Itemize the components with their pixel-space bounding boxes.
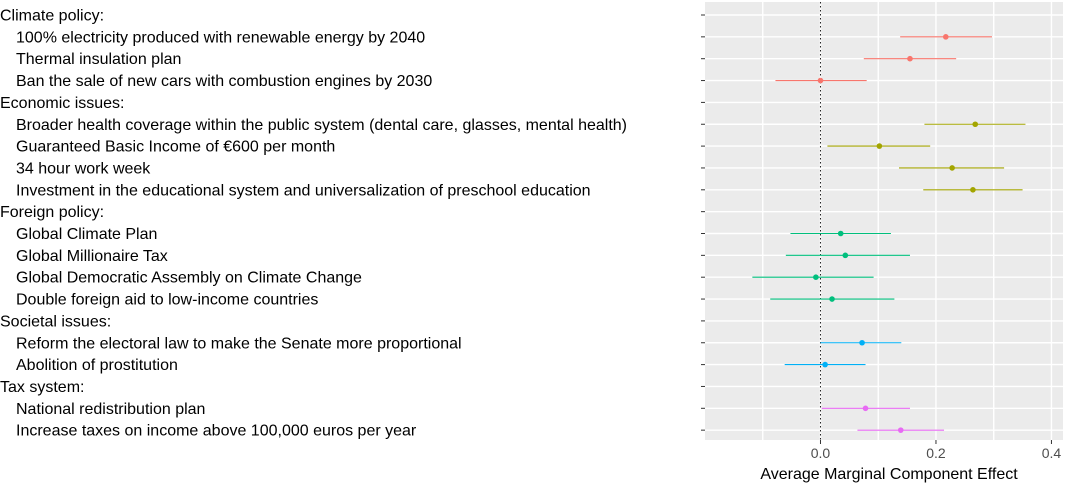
estimate-point	[829, 296, 835, 302]
attribute-label: Double foreign aid to low-income countri…	[16, 292, 318, 309]
estimate-point	[813, 274, 819, 281]
attribute-label: Investment in the educational system and…	[16, 182, 591, 199]
estimate-point	[817, 77, 824, 84]
group-header-label: Tax system:	[0, 379, 84, 396]
plot-panel	[705, 2, 1063, 440]
group-header-label: Economic issues:	[0, 95, 125, 112]
attribute-label: Thermal insulation plan	[16, 51, 181, 68]
estimate-point	[972, 121, 979, 128]
estimate-point	[897, 427, 904, 433]
group-header-label: Foreign policy:	[0, 204, 104, 221]
estimate-marks	[752, 34, 1026, 433]
attribute-label: Reform the electoral law to make the Sen…	[16, 335, 462, 352]
group-header-label: Societal issues:	[0, 313, 111, 330]
estimate-point	[942, 34, 949, 40]
row-labels: Climate policy: 100% electricity produced…	[0, 8, 627, 440]
x-tick-label: 0.0	[811, 445, 831, 461]
estimate-point	[949, 165, 955, 171]
axis-ticks: 0.0 0.2 0.4	[701, 14, 1062, 461]
estimate-point	[907, 55, 913, 62]
x-tick-label: 0.2	[926, 445, 946, 461]
attribute-label: 34 hour work week	[16, 160, 151, 177]
attribute-label: Global Climate Plan	[16, 226, 157, 243]
attribute-label: Guaranteed Basic Income of €600 per mont…	[16, 139, 335, 156]
attribute-label: Abolition of prostitution	[16, 357, 178, 374]
attribute-label: Increase taxes on income above 100,000 e…	[16, 423, 417, 440]
estimate-point	[859, 339, 865, 346]
estimate-point	[970, 187, 976, 193]
estimate-point	[842, 252, 849, 259]
attribute-label: Ban the sale of new cars with combustion…	[16, 73, 432, 90]
x-axis-title: Average Marginal Component Effect	[760, 466, 1018, 483]
attribute-label: National redistribution plan	[16, 401, 205, 418]
estimate-point	[822, 361, 828, 368]
attribute-label: Broader health coverage within the publi…	[16, 117, 627, 134]
group-header-label: Climate policy:	[0, 8, 104, 25]
attribute-label: Global Democratic Assembly on Climate Ch…	[16, 270, 362, 287]
attribute-label: 100% electricity produced with renewable…	[16, 29, 425, 46]
estimate-point	[862, 405, 869, 412]
estimate-point	[876, 143, 883, 149]
estimate-point	[837, 230, 844, 237]
x-tick-label: 0.4	[1042, 445, 1062, 461]
attribute-label: Global Millionaire Tax	[16, 248, 168, 265]
